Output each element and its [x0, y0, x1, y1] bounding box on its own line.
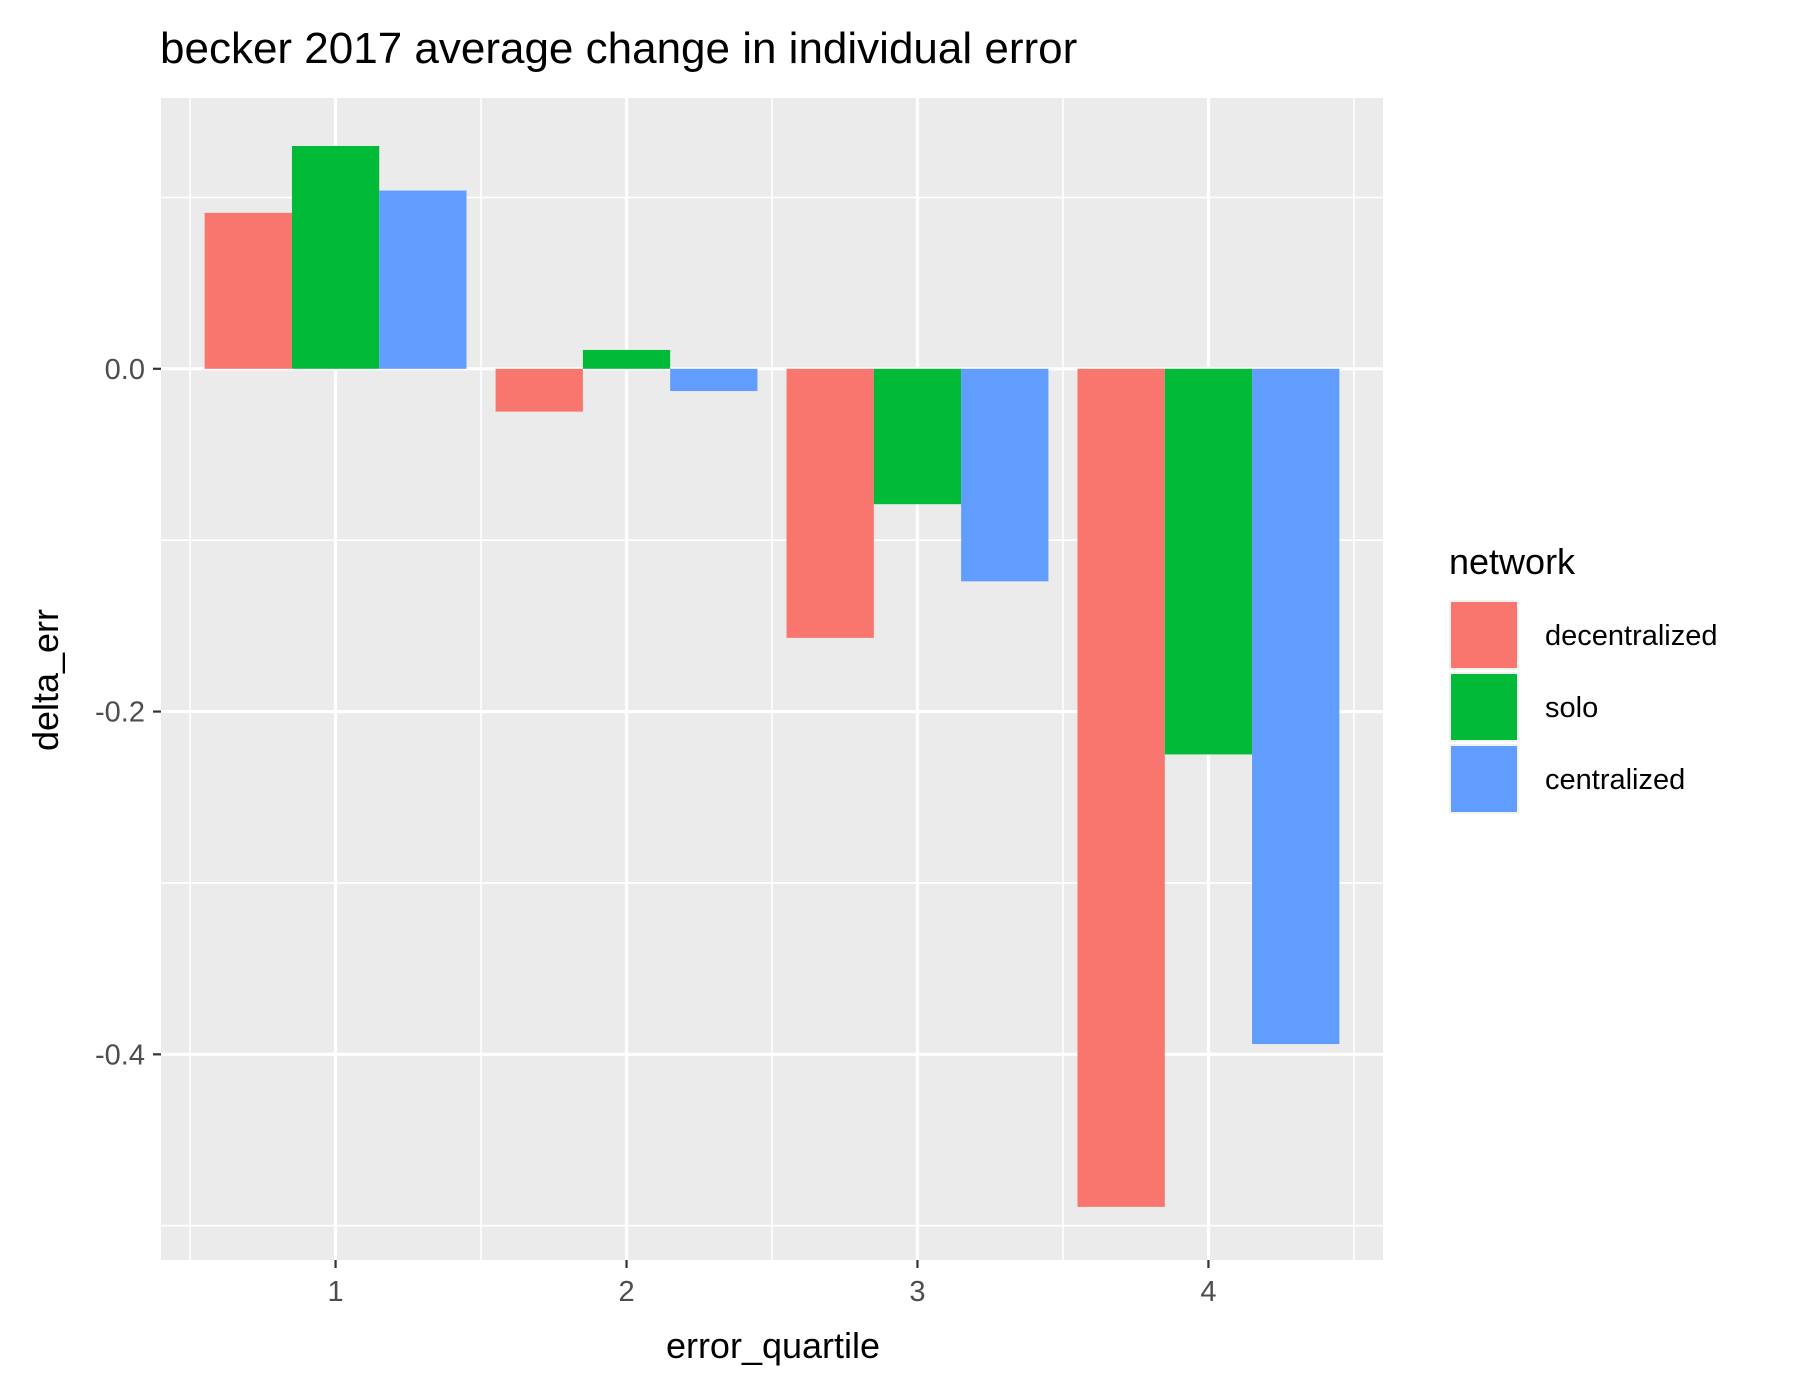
legend: network decentralized solo centralized — [1449, 541, 1718, 814]
legend-swatch-solo — [1451, 674, 1517, 740]
y-tick-label: 0.0 — [105, 354, 145, 386]
bar-centralized-1 — [379, 190, 467, 369]
x-axis-title: error_quartile — [666, 1325, 880, 1366]
legend-title: network — [1449, 541, 1576, 582]
bar-solo-2 — [582, 349, 671, 369]
legend-label-centralized: centralized — [1545, 764, 1685, 796]
bar-solo-3 — [873, 368, 962, 505]
y-axis-title: delta_err — [25, 609, 66, 751]
x-tick-label: 4 — [1200, 1276, 1216, 1308]
y-tick-label: -0.4 — [95, 1039, 145, 1071]
bar-centralized-2 — [670, 368, 758, 392]
x-tick-label: 3 — [909, 1276, 925, 1308]
bar-decentralized-3 — [786, 368, 874, 638]
bar-decentralized-4 — [1077, 368, 1165, 1207]
bar-solo-4 — [1164, 368, 1253, 755]
x-axis: 1 2 3 4 — [328, 1260, 1216, 1308]
x-tick-label: 2 — [618, 1276, 634, 1308]
legend-swatch-centralized — [1451, 746, 1517, 812]
y-tick-label: -0.2 — [95, 697, 145, 729]
x-tick-label: 1 — [328, 1276, 344, 1308]
legend-items: decentralized solo centralized — [1449, 600, 1718, 814]
bar-solo-1 — [291, 145, 380, 369]
legend-label-decentralized: decentralized — [1545, 620, 1718, 652]
chart-title: becker 2017 average change in individual… — [160, 24, 1077, 73]
legend-label-solo: solo — [1545, 692, 1598, 724]
legend-swatch-decentralized — [1451, 602, 1517, 668]
y-axis: 0.0 -0.2 -0.4 — [95, 354, 161, 1071]
bar-centralized-3 — [961, 368, 1049, 582]
bars — [204, 145, 1340, 1207]
bar-decentralized-1 — [204, 212, 292, 369]
bar-decentralized-2 — [495, 368, 583, 412]
bar-centralized-4 — [1252, 368, 1340, 1045]
